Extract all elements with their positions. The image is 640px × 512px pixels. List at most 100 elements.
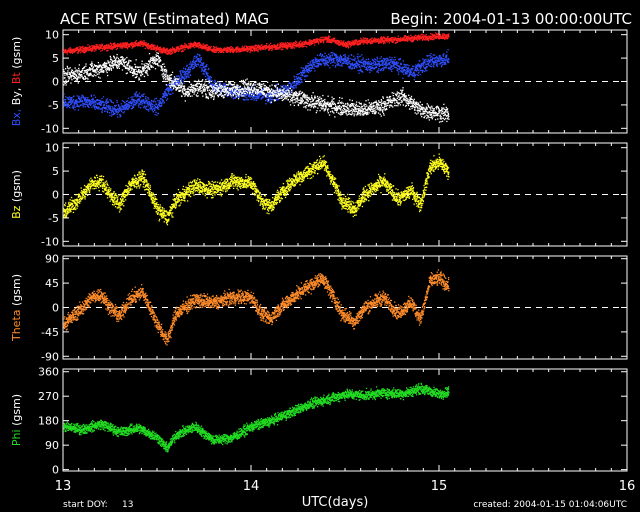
data-point [261,97,263,99]
data-point [111,43,113,45]
data-point [64,100,67,103]
data-point [170,88,172,91]
data-point [319,39,321,41]
data-point [66,65,68,68]
data-point [171,46,174,48]
data-point [268,46,270,48]
data-point [424,68,426,70]
data-point [311,65,313,67]
data-point [163,93,165,95]
data-point [286,45,288,47]
data-point [257,93,259,95]
data-point [99,44,101,46]
data-point [74,101,76,103]
data-point [153,44,155,46]
data-point [431,56,433,58]
data-point [84,70,86,72]
y-tick-label: 10 [45,29,59,42]
data-point [94,96,96,98]
data-point [276,97,278,99]
data-point [317,38,319,40]
data-point [319,63,321,65]
data-point [106,110,108,113]
data-point [120,103,122,105]
data-point [410,74,413,76]
data-point [76,79,78,81]
data-point [339,57,341,59]
data-point [137,99,139,101]
data-point [199,54,201,56]
data-point [83,51,85,53]
data-point [316,60,318,63]
data-point [426,66,428,68]
data-point [419,67,421,70]
data-point [283,43,285,45]
data-point [402,66,404,68]
data-point [210,83,212,85]
data-point [306,70,308,73]
data-point [246,97,248,99]
data-point [89,69,92,71]
data-point [317,66,319,68]
data-point [444,58,446,60]
data-point [140,107,142,109]
series-bt [63,32,450,55]
data-point [126,45,128,47]
data-point [233,93,235,95]
data-point [74,76,76,79]
data-point [184,48,186,51]
data-point [330,58,332,60]
data-point [193,47,195,49]
data-point [229,49,231,51]
data-point [191,46,193,48]
data-point [302,75,304,77]
data-point [230,48,232,50]
data-point [382,41,384,43]
data-point [93,48,95,50]
data-point [287,47,289,49]
data-point [424,67,426,69]
data-point [142,42,145,44]
data-point [235,51,237,53]
data-point [241,47,243,49]
data-point [121,105,123,107]
data-point [279,44,281,46]
data-point [161,48,163,50]
data-point [342,41,344,43]
data-point [333,39,335,41]
data-point [276,83,278,85]
data-point [119,106,122,108]
data-point [176,49,178,51]
data-point [381,39,383,41]
data-point [370,42,373,45]
data-point [173,87,175,89]
data-point [147,42,149,45]
data-point [227,89,229,91]
data-point [147,103,149,105]
data-point [286,47,288,49]
data-point [101,107,104,110]
data-point [118,110,121,112]
data-point [176,76,178,78]
data-point [414,38,416,40]
data-point [254,97,256,100]
data-point [84,100,86,102]
data-point [208,49,210,51]
data-point [213,49,215,51]
data-point [349,46,352,48]
data-point [232,88,234,90]
data-point [160,105,163,107]
data-point [277,92,279,94]
data-point [118,109,120,111]
data-point [101,44,103,46]
data-point [186,65,188,67]
data-point [232,51,234,54]
data-point [68,68,70,70]
data-point [335,55,337,57]
data-point [282,45,284,47]
data-point [120,109,122,112]
data-point [428,61,430,63]
data-point [69,101,71,104]
data-point [147,105,149,107]
data-point [146,44,149,46]
